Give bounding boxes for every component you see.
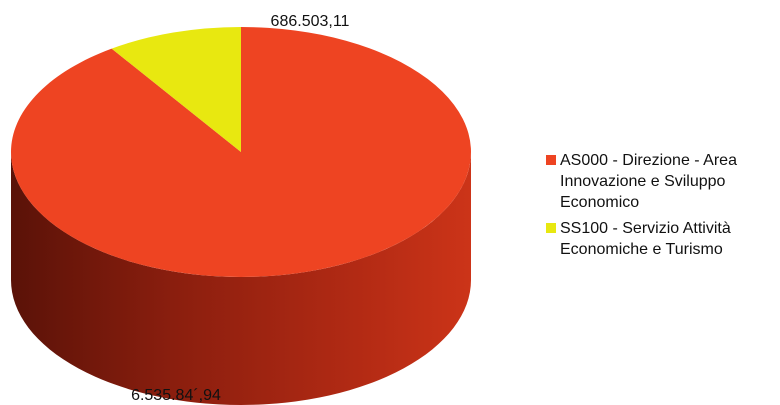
legend: AS000 - Direzione - Area Innovazione e S… — [546, 150, 780, 265]
legend-label-ss100: SS100 - Servizio Attività Economiche e T… — [560, 220, 731, 258]
pie-slice-1 — [111, 26, 241, 152]
slice-value-label-ss100: 686.503,11 — [271, 13, 350, 30]
legend-swatch-ss100 — [546, 223, 556, 233]
legend-label-as000: AS000 - Direzione - Area Innovazione e S… — [560, 152, 737, 211]
slice-value-label-as000: 6.535.84´,94 — [131, 387, 221, 404]
legend-swatch-as000 — [546, 155, 556, 165]
pie-side — [11, 152, 471, 405]
pie-slice-0 — [10, 27, 471, 277]
legend-item-ss100: SS100 - Servizio Attività Economiche e T… — [546, 218, 780, 260]
legend-item-as000: AS000 - Direzione - Area Innovazione e S… — [546, 150, 780, 213]
